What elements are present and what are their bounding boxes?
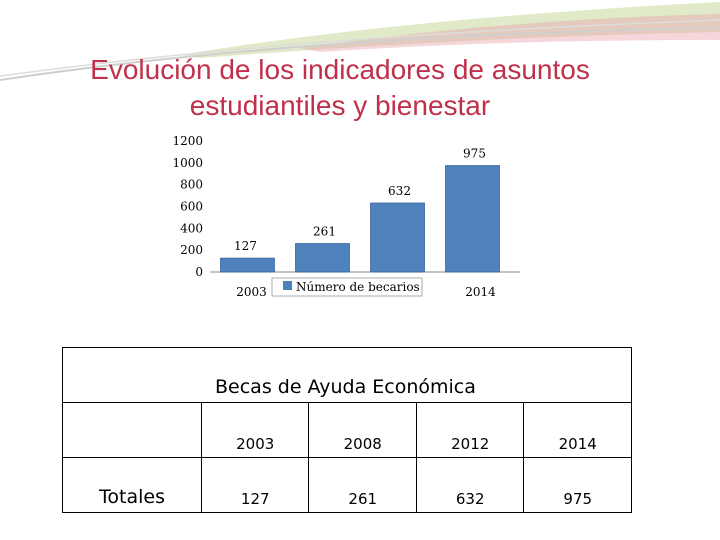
bar-2003: [220, 257, 275, 273]
table-caption-row: Becas de Ayuda Económica: [62, 347, 632, 403]
table-row: Totales 127 261 632 975: [62, 457, 632, 513]
legend-label: Número de becarios: [296, 280, 420, 294]
y-tick-label: 200: [180, 243, 203, 257]
data-label: 632: [388, 184, 411, 198]
becarios-bar-chart: 0 200 400 600 800 1000 1200 127 261 632 975 2003 2…: [172, 134, 520, 299]
table-year-cell: 2003: [200, 402, 310, 458]
table-year-cell: 2008: [308, 402, 417, 458]
chart-legend: Número de becarios: [271, 277, 423, 297]
y-tick-label: 1200: [172, 134, 203, 148]
slide-title: Evolución de los indicadores de asuntos …: [40, 52, 640, 124]
x-tick-label: 2003: [236, 285, 267, 299]
data-labels: 127 261 632 975: [234, 147, 486, 254]
bar-2008: [295, 243, 350, 273]
table-header-row: 2003 2008 2012 2014: [62, 402, 632, 458]
table-caption: Becas de Ayuda Económica: [62, 347, 632, 403]
table-year-cell: 2014: [523, 402, 632, 458]
slide-title-line-1: Evolución de los indicadores de asuntos: [90, 54, 590, 85]
table-value-cell: 127: [200, 457, 310, 513]
x-tick-label: 2014: [465, 285, 496, 299]
slide-title-line-2: estudiantiles y bienestar: [189, 90, 491, 121]
bar-2014: [445, 165, 500, 273]
legend-swatch: [283, 281, 292, 290]
becas-table: Becas de Ayuda Económica 2003 2008 2012 …: [62, 347, 632, 513]
data-label: 975: [463, 147, 486, 161]
table-value-cell: 975: [523, 457, 632, 513]
table-empty-cell: [62, 402, 202, 458]
y-tick-label: 400: [180, 221, 203, 235]
bar-2012: [370, 202, 425, 273]
table-value-cell: 632: [415, 457, 525, 513]
legend-box: [271, 277, 423, 297]
table-row-label: Totales: [62, 457, 202, 513]
y-tick-label: 800: [180, 178, 203, 192]
decorative-swoosh: [0, 0, 720, 81]
y-tick-label: 1000: [172, 156, 203, 170]
y-tick-label: 0: [195, 265, 203, 279]
table-value-cell: 261: [308, 457, 417, 513]
y-axis-ticks: 0 200 400 600 800 1000 1200: [172, 134, 203, 279]
y-tick-label: 600: [180, 200, 203, 214]
data-label: 261: [313, 225, 336, 239]
bars: [220, 165, 500, 273]
table-year-cell: 2012: [415, 402, 525, 458]
data-label: 127: [234, 239, 257, 253]
